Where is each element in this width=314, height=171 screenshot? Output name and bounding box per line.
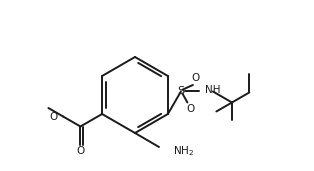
Text: S: S [177, 87, 184, 96]
Text: O: O [186, 104, 195, 114]
Text: O: O [76, 146, 84, 155]
Text: NH: NH [205, 86, 220, 95]
Text: O: O [50, 111, 58, 122]
Text: O: O [192, 73, 200, 83]
Text: NH$_2$: NH$_2$ [173, 144, 194, 158]
